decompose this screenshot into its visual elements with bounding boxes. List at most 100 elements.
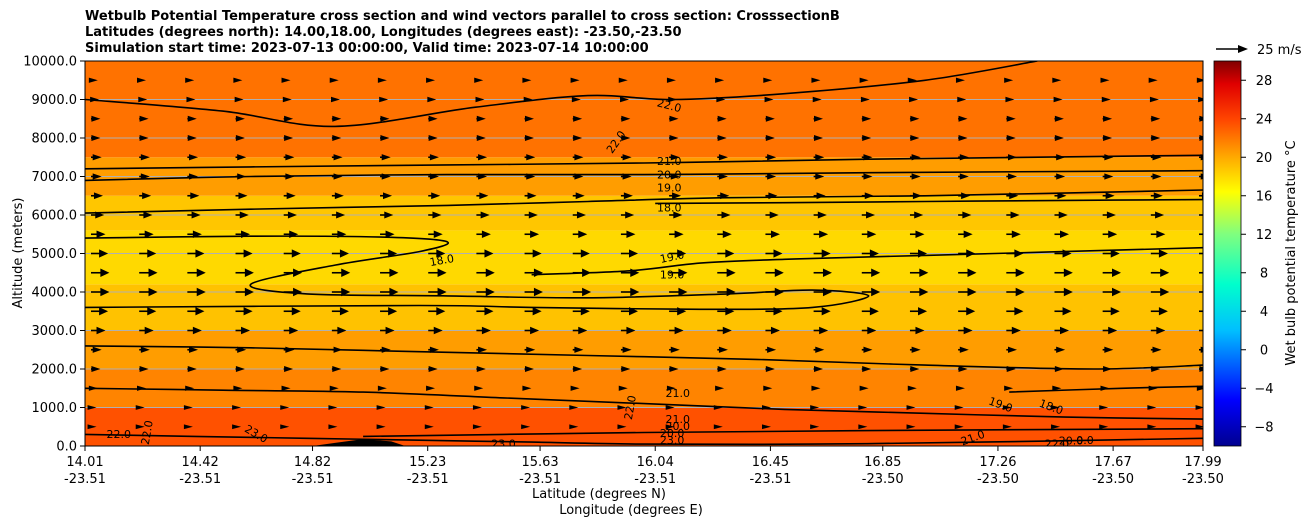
wind-vector-head [957, 96, 967, 103]
wind-vectors [87, 77, 1214, 430]
wind-vector [524, 249, 542, 258]
wind-vector [620, 154, 632, 161]
wind-vector [235, 307, 253, 316]
colorbar-tick-label: 24 [1256, 112, 1273, 127]
wind-vector [428, 230, 443, 238]
wind-vector [954, 424, 964, 430]
contour-label: 19.0 [657, 181, 682, 194]
wind-vector [813, 192, 826, 200]
wind-vector-head [385, 230, 395, 238]
wind-vector [811, 77, 821, 83]
wind-vector-head [912, 192, 922, 200]
wind-vector [235, 366, 245, 372]
wind-vector-head [532, 249, 542, 258]
wind-vector-head [570, 77, 580, 83]
wind-vector [617, 405, 627, 410]
wind-vector-head [915, 326, 925, 335]
wind-vector [572, 192, 585, 200]
wind-vector [232, 405, 242, 410]
wind-vector-head [817, 211, 827, 219]
wind-vector-head [484, 307, 494, 316]
wind-vector-head [1106, 211, 1116, 219]
wind-vector-head [955, 77, 965, 83]
wind-vector-head [433, 326, 443, 335]
wind-vector [909, 366, 920, 372]
wind-vector-head [424, 424, 434, 430]
wind-vector [620, 135, 631, 141]
wind-vector-head [906, 405, 916, 410]
wind-vector [137, 77, 147, 83]
wind-vector [1199, 366, 1203, 372]
wind-vector [765, 115, 775, 122]
wind-vector-head [332, 135, 342, 141]
wind-vector-head [429, 173, 439, 180]
x-tick-label-latitude: 16.45 [752, 455, 789, 470]
wind-vector-head [284, 135, 294, 141]
wind-vector-head [526, 346, 536, 353]
wind-vector [475, 96, 485, 103]
wind-vector-head [521, 405, 531, 410]
wind-vector [426, 385, 436, 391]
contour-line [85, 61, 1038, 128]
wind-vector [861, 230, 877, 238]
wind-vector-head [1205, 231, 1214, 238]
wind-vector-head [239, 211, 249, 219]
wind-vector [283, 249, 301, 258]
wind-vector [139, 307, 157, 316]
wind-vector-head [148, 268, 158, 278]
wind-vector [620, 366, 631, 372]
wind-vector [761, 424, 771, 430]
wind-vector-head [431, 192, 441, 200]
wind-vector [235, 192, 248, 200]
wind-vector [765, 173, 777, 180]
wind-vector-head [533, 287, 543, 297]
wind-vector [427, 96, 437, 103]
wind-vector-head [716, 96, 726, 103]
wind-vector [620, 326, 636, 335]
wind-vector-head [143, 211, 153, 219]
wind-vector-head [524, 135, 534, 141]
wind-vector-head [871, 287, 881, 297]
wind-vector [476, 154, 488, 161]
wind-vector [1054, 366, 1064, 372]
wind-vector [235, 173, 247, 180]
wind-vector [428, 287, 447, 297]
wind-vector [476, 173, 488, 180]
contour-line [531, 246, 1203, 276]
wind-vector [476, 230, 491, 238]
wind-vector [620, 96, 630, 103]
wind-vector [859, 77, 869, 83]
wind-vector [909, 173, 921, 180]
wind-vector [91, 366, 101, 372]
wind-vector-head [376, 424, 386, 430]
wind-vector-head [665, 405, 675, 410]
wind-vector [569, 405, 579, 410]
wind-vector-head [630, 268, 640, 278]
wind-vector-head [429, 154, 439, 161]
wind-vector [428, 135, 438, 141]
wind-vector-head [869, 249, 879, 258]
wind-vector [618, 77, 628, 83]
wind-vector-head [187, 115, 197, 122]
x-tick-label-longitude: -23.50 [862, 472, 904, 487]
wind-vector [283, 268, 303, 278]
wind-vector [669, 346, 680, 353]
wind-vector [1054, 249, 1072, 258]
wind-vector-head [859, 77, 869, 83]
wind-vector-head [670, 154, 680, 161]
wind-vector [428, 211, 442, 219]
wind-vector [765, 326, 780, 335]
wind-vector [572, 230, 588, 238]
wind-vector [858, 405, 868, 410]
wind-vector-head [281, 77, 291, 83]
wind-vector-head [1156, 326, 1166, 335]
wind-vector-head [1104, 173, 1114, 180]
wind-vector [717, 366, 727, 372]
y-tick-label: 6000.0 [32, 209, 78, 224]
wind-vector [139, 230, 154, 238]
wind-vector-head [959, 173, 969, 180]
wind-vector [1051, 405, 1061, 410]
wind-vector [329, 77, 339, 83]
wind-vector-head [720, 192, 730, 200]
wind-vector [472, 405, 482, 410]
